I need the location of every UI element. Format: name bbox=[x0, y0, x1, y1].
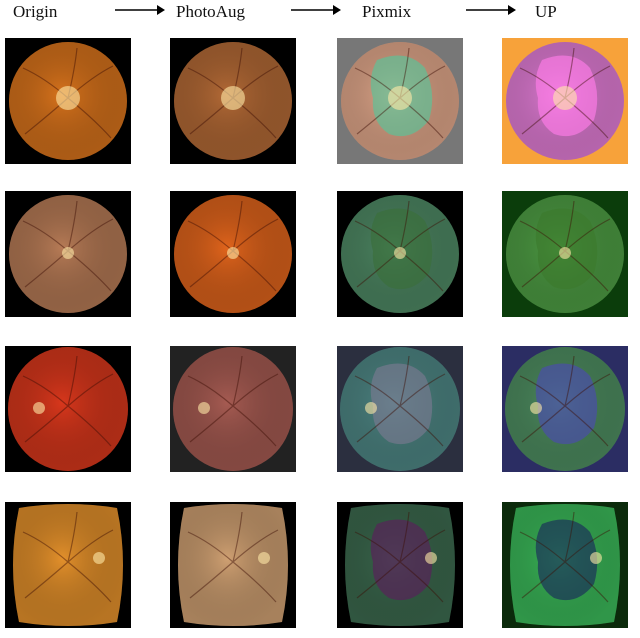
column-label-up: UP bbox=[535, 2, 557, 21]
column-label-pixmix: Pixmix bbox=[362, 2, 412, 21]
column-header: Origin PhotoAug Pixmix UP bbox=[0, 0, 640, 30]
fundus-image-pixmix-row-1 bbox=[337, 38, 463, 164]
fundus-image-pixmix-row-2 bbox=[337, 191, 463, 317]
fundus-image-photoaug-row-2 bbox=[170, 191, 296, 317]
fundus-image-pixmix-row-3 bbox=[337, 346, 463, 472]
arrow-icon bbox=[115, 5, 165, 15]
fundus-image-up-row-4 bbox=[502, 502, 628, 628]
arrow-icon bbox=[291, 5, 341, 15]
fundus-image-up-row-1 bbox=[502, 38, 628, 164]
arrow-icon bbox=[466, 5, 516, 15]
fundus-image-photoaug-row-1 bbox=[170, 38, 296, 164]
column-label-origin: Origin bbox=[13, 2, 58, 21]
fundus-image-photoaug-row-4 bbox=[170, 502, 296, 628]
fundus-image-origin-row-2 bbox=[5, 191, 131, 317]
fundus-image-origin-row-3 bbox=[5, 346, 131, 472]
fundus-image-photoaug-row-3 bbox=[170, 346, 296, 472]
fundus-image-up-row-2 bbox=[502, 191, 628, 317]
column-label-photoaug: PhotoAug bbox=[176, 2, 245, 21]
fundus-image-up-row-3 bbox=[502, 346, 628, 472]
fundus-image-origin-row-4 bbox=[5, 502, 131, 628]
fundus-image-pixmix-row-4 bbox=[337, 502, 463, 628]
fundus-image-origin-row-1 bbox=[5, 38, 131, 164]
